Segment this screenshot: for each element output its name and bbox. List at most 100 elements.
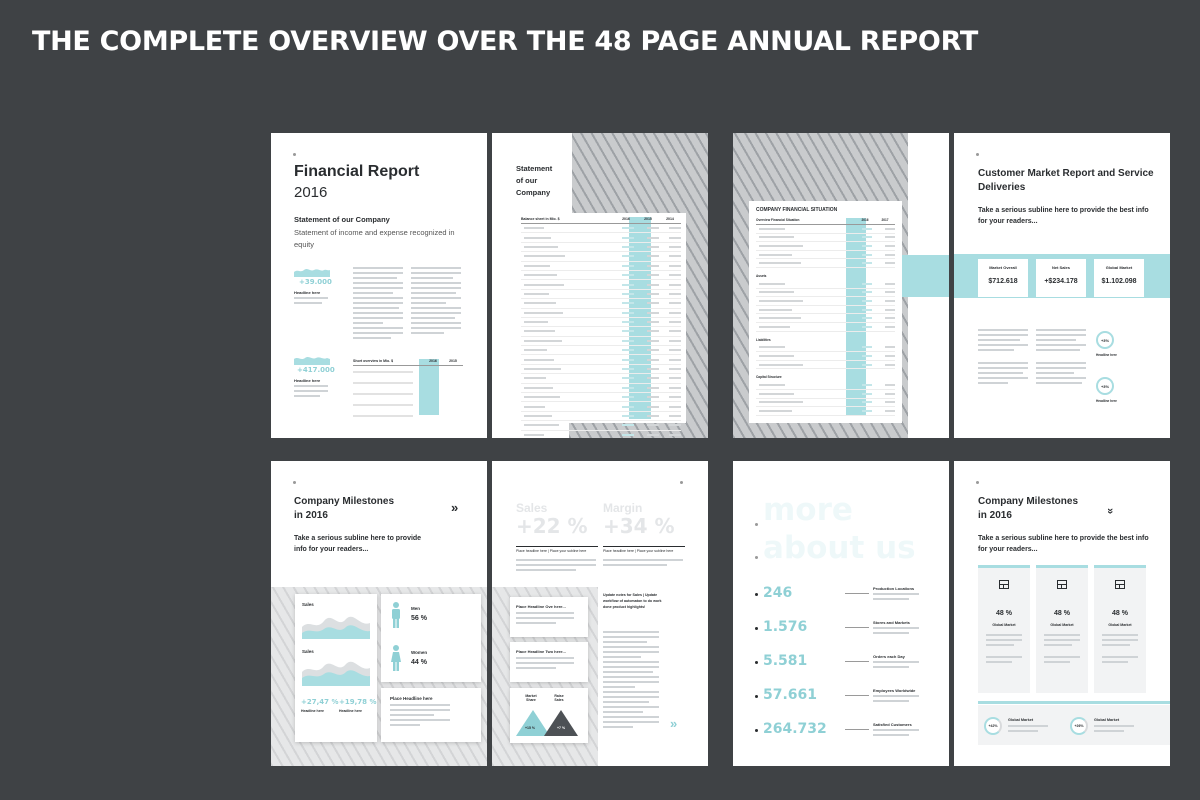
stat-value: +417.000 xyxy=(297,366,335,374)
table-row xyxy=(521,365,681,375)
milestone-label: Global Market xyxy=(1108,623,1132,627)
mini-area-chart xyxy=(294,357,330,365)
table-row xyxy=(521,337,681,347)
table-row xyxy=(756,234,895,243)
table-row xyxy=(521,412,681,422)
kpi-value: $1.102.098 xyxy=(1101,278,1137,285)
table-row xyxy=(756,297,895,306)
page-title: Company Milestones in 2016 xyxy=(294,496,395,521)
man-icon xyxy=(392,602,400,628)
body-text xyxy=(411,267,461,337)
page-subline: Take a serious subline here to provide t… xyxy=(978,535,1149,553)
table-section-header: Assets xyxy=(756,273,767,278)
gender-split-card: Men 56 % Women 44 % xyxy=(381,594,481,682)
mini-area-chart xyxy=(294,269,330,277)
page-title: Company Milestones in 2016 xyxy=(978,496,1079,521)
progress-ring: +3% xyxy=(1096,377,1114,395)
kpi-label: Global Market xyxy=(1105,265,1133,270)
table-row xyxy=(756,323,895,332)
table-row xyxy=(521,233,681,243)
kpi-label: Market Overall xyxy=(989,265,1017,270)
page-title: Customer Market Report and Service Deliv… xyxy=(978,168,1154,193)
margin-value: +34 % xyxy=(603,514,675,538)
next-icon[interactable]: » xyxy=(670,716,678,731)
stat-label: Satisfied Customers xyxy=(873,722,912,727)
report-subtext: Statement of income and expense recogniz… xyxy=(294,228,455,249)
kpi-box: Net Sales +$234.178 xyxy=(1036,259,1086,297)
headline-card-two: Place Headline Two here... xyxy=(510,642,588,682)
milestone-card: 48 % Global Market xyxy=(1094,565,1146,693)
kpi-label: Net Sales xyxy=(1051,265,1070,270)
document-icon xyxy=(999,580,1009,589)
document-icon xyxy=(1115,580,1125,589)
ring-label: Headline here xyxy=(1096,399,1117,403)
report-title: Financial Report xyxy=(294,163,420,180)
table-row xyxy=(521,262,681,271)
table-row xyxy=(756,361,895,370)
table-row xyxy=(756,259,895,268)
table-row xyxy=(521,271,681,281)
table-row xyxy=(756,251,895,260)
table-row xyxy=(756,242,895,251)
sales-label: Sales xyxy=(516,501,548,515)
body-text xyxy=(978,329,1028,387)
chevron-down-icon[interactable]: » xyxy=(1104,507,1117,515)
page-company-milestones: Company Milestones in 2016 » Take a seri… xyxy=(271,461,487,766)
kpi-box: Market Overall $712.618 xyxy=(978,259,1028,297)
stat-value: 246 xyxy=(763,585,793,601)
stat-value: 5.581 xyxy=(763,653,808,669)
table-row xyxy=(756,314,895,323)
overview-table: Short overview in Mio. $ 2016 2015 xyxy=(353,359,463,420)
table-row xyxy=(756,225,895,234)
sales-area-chart xyxy=(302,661,370,686)
milestone-value: 48 % xyxy=(1054,610,1070,617)
table-row xyxy=(521,384,681,394)
table-row xyxy=(756,280,895,289)
stat-value: 1.576 xyxy=(763,619,808,635)
financial-situation-card: COMPANY FINANCIAL SITUATION Overview Fin… xyxy=(749,201,902,423)
table-row xyxy=(521,374,681,384)
stat-value: 264.732 xyxy=(763,721,827,737)
table-row xyxy=(521,290,681,300)
page-company-milestones-2: Company Milestones in 2016 » Take a seri… xyxy=(954,461,1170,766)
table-row xyxy=(521,224,681,234)
page-statement: Statement of our Company Balance sheet i… xyxy=(492,133,708,438)
stat-label: Headline here xyxy=(294,290,321,295)
table-row xyxy=(756,352,895,361)
milestone-label: Global Market xyxy=(992,623,1016,627)
milestone-value: 48 % xyxy=(996,610,1012,617)
stat-label: Headline here xyxy=(294,378,321,383)
headline-card: Place Headline here xyxy=(381,688,481,742)
page-company-financial-situation: COMPANY FINANCIAL SITUATION Overview Fin… xyxy=(733,133,949,438)
table-row xyxy=(756,390,895,399)
body-text xyxy=(603,631,659,731)
ring-label: Global Market xyxy=(1094,718,1120,722)
table-row xyxy=(756,399,895,408)
stat-label: Production Locations xyxy=(873,586,915,591)
woman-icon xyxy=(391,645,401,671)
report-subtitle: Statement of our Company xyxy=(294,215,390,224)
table-row xyxy=(521,393,681,403)
men-percent: 56 % xyxy=(411,615,427,622)
table-row xyxy=(521,243,681,253)
kpi-value: $712.618 xyxy=(988,278,1018,285)
table-row xyxy=(521,252,681,262)
table-title: Short overview in Mio. $ xyxy=(353,359,394,363)
ring-label: Global Market xyxy=(1008,718,1034,722)
next-icon[interactable]: » xyxy=(451,500,459,515)
balance-sheet-card: Balance sheet in Mio. $ 2016 2015 2014 xyxy=(516,213,686,436)
watermark-title: more about us xyxy=(763,492,916,566)
table-row xyxy=(521,299,681,309)
document-icon xyxy=(1057,580,1067,589)
stat-value: +27,47 % xyxy=(301,698,339,706)
table-row xyxy=(521,402,681,412)
ring-label: Headline here xyxy=(1096,353,1117,357)
card-title: COMPANY FINANCIAL SITUATION xyxy=(756,207,838,213)
table-row xyxy=(521,327,681,337)
progress-ring: +26% xyxy=(1070,717,1088,735)
stat-value: +19,78 % xyxy=(339,698,377,706)
table-row xyxy=(756,407,895,416)
progress-ring: +42% xyxy=(984,717,1002,735)
table-row xyxy=(521,318,681,328)
women-percent: 44 % xyxy=(411,659,427,666)
